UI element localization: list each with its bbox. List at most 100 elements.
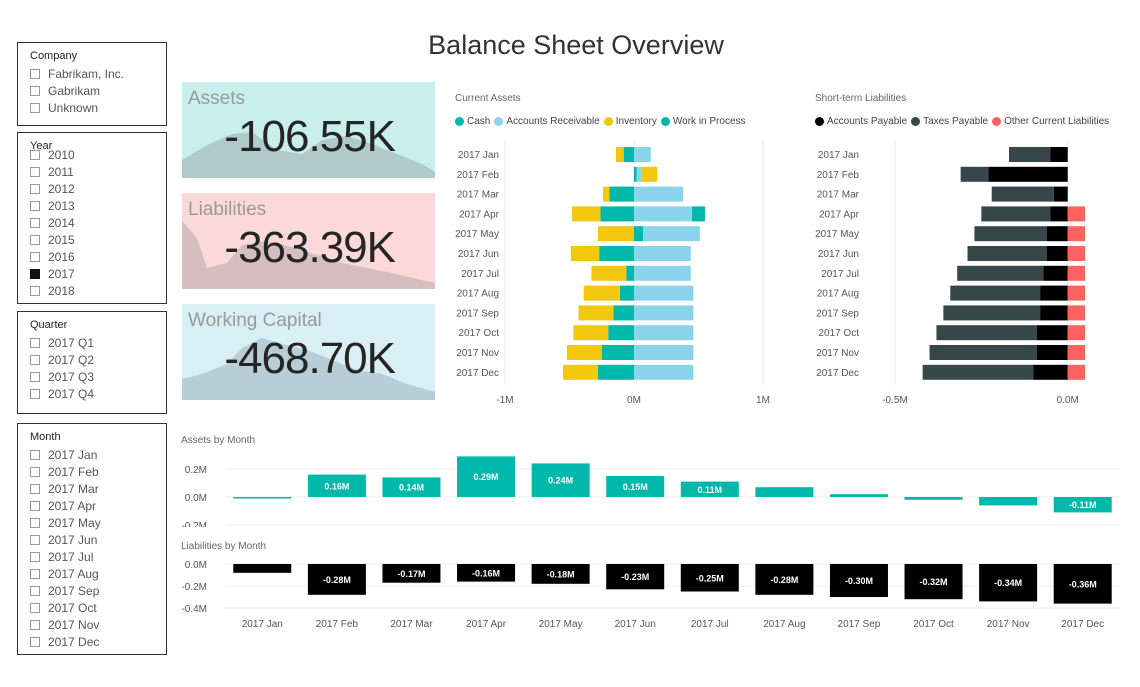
checkbox[interactable] bbox=[30, 449, 40, 460]
year-slicer-item[interactable]: 2017 bbox=[18, 265, 166, 282]
bar-segment bbox=[597, 364, 634, 380]
year-slicer-item-label: 2015 bbox=[48, 232, 75, 247]
short-term-liabilities-chart[interactable]: 2017 Jan 2017 Feb 2017 Mar 2017 Apr 2017 May… bbox=[805, 135, 1095, 410]
month-slicer-item[interactable]: 2017 Jul bbox=[18, 548, 166, 565]
month-slicer-item[interactable]: 2017 Jun bbox=[18, 531, 166, 548]
checkbox[interactable] bbox=[30, 285, 40, 296]
month-slicer-item[interactable]: 2017 Oct bbox=[18, 599, 166, 616]
bar-segment bbox=[1067, 265, 1085, 281]
month-slicer-item[interactable]: 2017 May bbox=[18, 514, 166, 531]
checkbox[interactable] bbox=[30, 166, 40, 177]
month-slicer-item-label: 2017 Jan bbox=[48, 447, 98, 462]
month-slicer-item[interactable]: 2017 Apr bbox=[18, 497, 166, 514]
company-slicer-item[interactable]: Fabrikam, Inc. bbox=[18, 65, 166, 82]
checkbox[interactable] bbox=[30, 268, 40, 279]
legend-item[interactable]: Work in Process bbox=[660, 116, 746, 127]
checkbox[interactable] bbox=[30, 354, 40, 365]
data-label: -0.17M bbox=[397, 569, 425, 579]
category-label: 2017 Aug bbox=[817, 289, 859, 300]
legend-item[interactable]: Cash bbox=[455, 116, 490, 127]
bar-segment bbox=[563, 364, 598, 380]
checkbox[interactable] bbox=[30, 85, 40, 96]
company-slicer-item[interactable]: Gabrikam bbox=[18, 82, 166, 99]
legend-item[interactable]: Other Current Liabilities bbox=[992, 116, 1109, 127]
month-slicer-item[interactable]: 2017 Jan bbox=[18, 446, 166, 463]
liabilities-by-month-chart[interactable]: 0.0M -0.2M -0.4M 2017 Jan -0.28M 2017 Feb -0.1… bbox=[175, 555, 1130, 640]
year-slicer-item[interactable]: 2013 bbox=[18, 197, 166, 214]
checkbox[interactable] bbox=[30, 551, 40, 562]
bar-segment bbox=[960, 166, 989, 182]
sparkline-area bbox=[182, 338, 435, 400]
month-slicer-item[interactable]: 2017 Feb bbox=[18, 463, 166, 480]
year-slicer-item-label: 2017 bbox=[48, 266, 75, 281]
year-slicer-item[interactable]: 2011 bbox=[18, 163, 166, 180]
month-slicer-item[interactable]: 2017 Dec bbox=[18, 633, 166, 650]
checkbox[interactable] bbox=[30, 483, 40, 494]
category-label: 2017 Apr bbox=[459, 209, 500, 220]
checkbox[interactable] bbox=[30, 337, 40, 348]
quarter-slicer-item[interactable]: 2017 Q1 bbox=[18, 334, 166, 351]
bar-segment bbox=[1067, 364, 1085, 380]
legend-item[interactable]: Inventory bbox=[603, 116, 657, 127]
bar-segment bbox=[1067, 206, 1085, 222]
year-slicer-item[interactable]: 2014 bbox=[18, 214, 166, 231]
year-slicer-list[interactable]: 2010 2011 2012 2013 2014 2015 2016 2017 2018 bbox=[18, 146, 166, 299]
checkbox[interactable] bbox=[30, 517, 40, 528]
quarter-slicer-item[interactable]: 2017 Q2 bbox=[18, 351, 166, 368]
year-slicer-item[interactable]: 2010 bbox=[18, 146, 166, 163]
checkbox[interactable] bbox=[30, 619, 40, 630]
month-slicer-item[interactable]: 2017 Sep bbox=[18, 582, 166, 599]
checkbox[interactable] bbox=[30, 500, 40, 511]
year-slicer-item[interactable]: 2016 bbox=[18, 248, 166, 265]
quarter-slicer-item[interactable]: 2017 Q4 bbox=[18, 385, 166, 402]
checkbox[interactable] bbox=[30, 217, 40, 228]
year-slicer-item[interactable]: 2012 bbox=[18, 180, 166, 197]
bar-segment bbox=[1067, 226, 1085, 242]
legend-item[interactable]: Accounts Payable bbox=[815, 116, 907, 127]
current-assets-chart[interactable]: 2017 Jan 2017 Feb 2017 Mar 2017 Apr 2017 May… bbox=[445, 135, 775, 410]
checkbox[interactable] bbox=[30, 466, 40, 477]
checkbox[interactable] bbox=[30, 585, 40, 596]
kpi-card-assets[interactable]: Assets -106.55K bbox=[182, 82, 435, 178]
month-slicer-item[interactable]: 2017 Nov bbox=[18, 616, 166, 633]
kpi-card-liabilities[interactable]: Liabilities -363.39K bbox=[182, 193, 435, 289]
x-tick-label: 0M bbox=[627, 395, 641, 406]
bar-segment bbox=[1067, 246, 1085, 261]
checkbox[interactable] bbox=[30, 68, 40, 79]
month-slicer-item[interactable]: 2017 Aug bbox=[18, 565, 166, 582]
kpi-card-working-capital[interactable]: Working Capital -468.70K bbox=[182, 304, 435, 400]
company-slicer-item-label: Fabrikam, Inc. bbox=[48, 66, 125, 81]
bar-segment bbox=[922, 364, 1034, 380]
checkbox[interactable] bbox=[30, 251, 40, 262]
column-bar bbox=[382, 477, 441, 497]
checkbox[interactable] bbox=[30, 534, 40, 545]
company-slicer-item[interactable]: Unknown bbox=[18, 99, 166, 116]
checkbox[interactable] bbox=[30, 602, 40, 613]
checkbox[interactable] bbox=[30, 102, 40, 113]
x-category-label: 2017 Aug bbox=[763, 619, 805, 630]
checkbox[interactable] bbox=[30, 200, 40, 211]
month-slicer-item-label: 2017 Oct bbox=[48, 600, 97, 615]
checkbox[interactable] bbox=[30, 371, 40, 382]
assets-by-month-chart[interactable]: 0.2M 0.0M -0.2M 0.16M 0.14M 0.29M 0.24M 0.15M 0.… bbox=[175, 455, 1130, 527]
data-label: -0.32M bbox=[920, 577, 948, 587]
checkbox[interactable] bbox=[30, 234, 40, 245]
legend-item[interactable]: Accounts Receivable bbox=[494, 116, 600, 127]
legend-item[interactable]: Taxes Payable bbox=[911, 116, 988, 127]
checkbox[interactable] bbox=[30, 149, 40, 160]
checkbox[interactable] bbox=[30, 568, 40, 579]
data-label: -0.11M bbox=[1069, 500, 1097, 510]
checkbox[interactable] bbox=[30, 636, 40, 647]
legend-dot-icon bbox=[660, 117, 670, 126]
quarter-slicer-item-label: 2017 Q2 bbox=[48, 352, 95, 367]
month-slicer-list[interactable]: 2017 Jan 2017 Feb 2017 Mar 2017 Apr 2017 May… bbox=[18, 446, 166, 650]
checkbox[interactable] bbox=[30, 183, 40, 194]
column-bar bbox=[457, 564, 516, 582]
x-category-label: 2017 Jan bbox=[242, 619, 283, 630]
checkbox[interactable] bbox=[30, 388, 40, 399]
quarter-slicer-item-label: 2017 Q4 bbox=[48, 386, 95, 401]
year-slicer-item[interactable]: 2018 bbox=[18, 282, 166, 299]
quarter-slicer-item[interactable]: 2017 Q3 bbox=[18, 368, 166, 385]
month-slicer-item[interactable]: 2017 Mar bbox=[18, 480, 166, 497]
year-slicer-item[interactable]: 2015 bbox=[18, 231, 166, 248]
